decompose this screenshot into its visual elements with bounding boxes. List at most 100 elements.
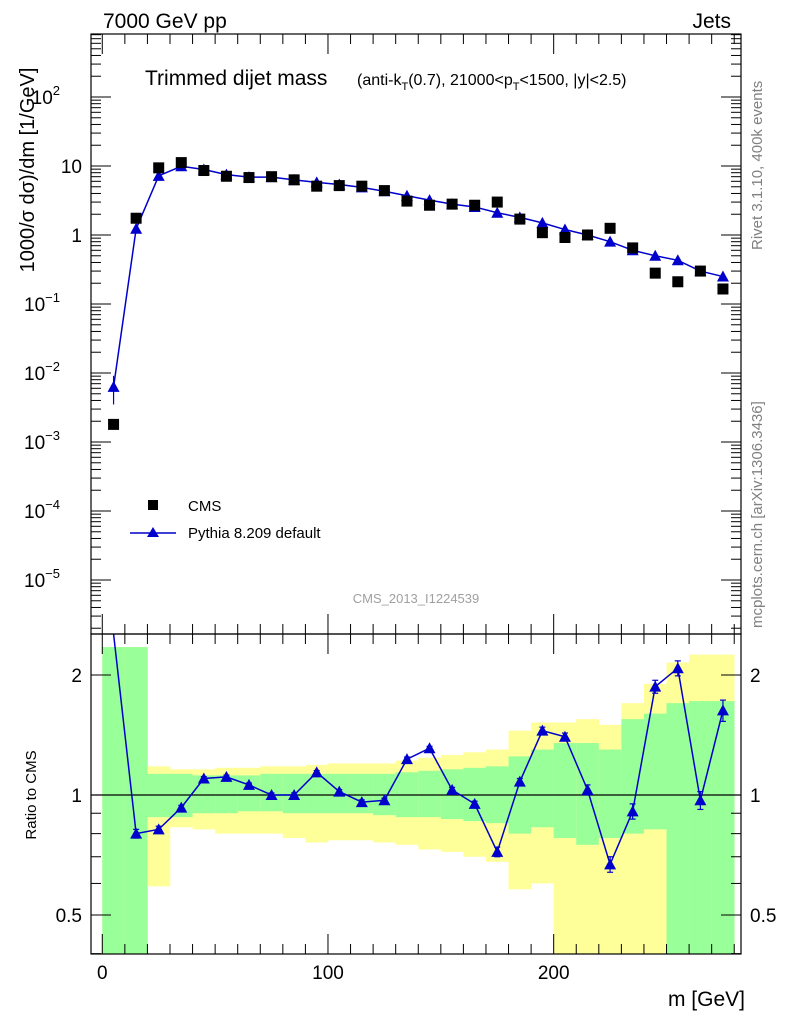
cms-point	[582, 229, 594, 241]
ratio-point	[536, 724, 549, 736]
legend-marker-cms	[148, 500, 158, 510]
cms-point	[311, 180, 323, 192]
ratio-bands-layer	[102, 647, 735, 954]
green-band	[666, 703, 690, 954]
cms-point	[672, 276, 684, 288]
ratio-y-tick-label: 1	[71, 786, 82, 807]
ratio-point	[197, 772, 210, 784]
cms-point	[198, 165, 210, 177]
pythia-point	[716, 270, 729, 282]
y-axis-label: 1000/σ dσ)/dm [1/GeV]	[17, 68, 39, 273]
ratio-point	[220, 770, 233, 782]
green-band	[124, 647, 148, 954]
ratio-point	[716, 704, 729, 716]
cms-point	[108, 418, 120, 430]
cms-point	[243, 172, 255, 184]
pythia-point	[107, 380, 120, 392]
green-band	[350, 773, 374, 814]
y-tick-label: 10	[61, 157, 82, 178]
y-tick-label: 10−3	[24, 428, 60, 454]
cms-point	[266, 171, 278, 183]
green-band	[689, 701, 712, 954]
ratio-frame	[90, 633, 742, 955]
green-band	[643, 713, 667, 830]
cms-point	[446, 198, 458, 210]
ratio-panel: 0.5 0.5 1 1 2 2 0 100 200 Ratio to CMS m [GeV]	[23, 633, 776, 1011]
x-tick-label: 200	[538, 963, 570, 984]
legend-label-pythia: Pythia 8.209 default	[188, 525, 321, 542]
cms-point	[356, 180, 368, 192]
green-band	[531, 749, 554, 828]
ratio-axis-ticks: 0.5 0.5 1 1 2 2 0 100 200	[56, 634, 776, 984]
process-label: Jets	[692, 10, 731, 33]
ratio-point	[671, 662, 684, 674]
ratio-series-layer	[112, 633, 729, 873]
ratio-point	[175, 801, 188, 813]
y-tick-label: 1	[71, 226, 82, 247]
green-band	[237, 775, 261, 812]
ratio-point	[310, 766, 323, 778]
cms-point	[175, 157, 187, 169]
cms-point	[604, 222, 616, 234]
cms-point	[469, 199, 481, 211]
ratio-y-tick-label: 1	[750, 786, 761, 807]
cms-point	[378, 185, 390, 197]
cms-point	[220, 170, 232, 182]
ratio-point	[468, 797, 481, 809]
ratio-y-tick-label: 2	[71, 666, 82, 687]
main-frame	[90, 33, 742, 635]
pythia-point	[604, 235, 617, 247]
main-series-layer	[107, 157, 729, 430]
pythia-line	[112, 165, 724, 387]
pythia-point	[671, 254, 684, 266]
pythia-point	[152, 169, 165, 181]
ratio-point	[446, 783, 459, 795]
cms-point	[288, 174, 300, 186]
green-band	[598, 749, 622, 839]
ratio-point	[649, 680, 662, 692]
ratio-y-tick-label: 0.5	[56, 906, 82, 927]
ratio-point	[604, 858, 617, 870]
ratio-point	[694, 794, 707, 806]
ratio-point	[378, 794, 391, 806]
analysis-id-label: CMS_2013_I1224539	[353, 591, 480, 606]
ratio-point	[626, 805, 639, 817]
x-tick-label: 0	[97, 963, 108, 984]
cms-point	[401, 195, 413, 207]
ratio-point	[355, 796, 368, 808]
y-tick-label: 10−5	[24, 566, 60, 592]
ratio-point	[288, 789, 301, 800]
cms-point	[649, 267, 661, 279]
cms-point	[424, 199, 436, 211]
ratio-line	[112, 633, 724, 867]
ratio-y-axis-label: Ratio to CMS	[23, 750, 40, 839]
x-tick-label: 100	[312, 963, 344, 984]
ratio-point	[265, 789, 278, 800]
ratio-point	[333, 785, 346, 797]
cms-point	[333, 180, 345, 192]
y-tick-label: 10−1	[24, 290, 60, 316]
energy-label: 7000 GeV pp	[103, 10, 227, 33]
ratio-point	[423, 742, 436, 754]
ratio-point	[558, 730, 571, 742]
chart-subtitle: (anti-kT(0.7), 21000<pT<1500, |y|<2.5)	[357, 72, 627, 93]
cms-point	[130, 212, 142, 224]
cms-point	[153, 162, 165, 174]
cms-point	[491, 196, 503, 208]
ratio-point	[491, 845, 504, 857]
ratio-point	[400, 753, 413, 765]
cms-point	[536, 227, 548, 239]
y-tick-label: 10−4	[24, 497, 60, 523]
cms-point	[717, 283, 729, 295]
legend: CMS Pythia 8.209 default	[130, 498, 321, 542]
mcplots-reference-label: mcplots.cern.ch [arXiv:1306.3436]	[749, 401, 766, 628]
ratio-point	[581, 783, 594, 795]
ratio-y-tick-label: 0.5	[750, 906, 776, 927]
pythia-point	[649, 249, 662, 261]
ratio-point	[152, 823, 165, 835]
y-tick-label: 10−2	[24, 359, 60, 385]
cms-point	[694, 265, 706, 277]
